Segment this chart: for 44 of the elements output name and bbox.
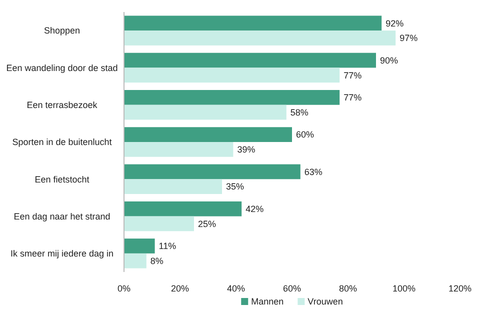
y-tick-label: Een wandeling door de stad xyxy=(6,62,118,73)
bar xyxy=(124,201,242,216)
bar xyxy=(124,68,340,83)
data-label: 42% xyxy=(246,204,264,214)
data-label: 92% xyxy=(386,18,404,28)
y-tick-label: Sporten in de buitenlucht xyxy=(12,137,112,148)
y-tick-label: Een fietstocht xyxy=(34,174,90,184)
data-label: 97% xyxy=(400,33,418,44)
y-tick-label: Shoppen xyxy=(44,26,80,36)
data-label: 25% xyxy=(198,218,216,229)
x-tick-label: 20% xyxy=(170,283,190,294)
y-tick-label: Een dag naar het strand xyxy=(14,211,110,222)
x-tick-label: 40% xyxy=(226,283,246,294)
data-label: 90% xyxy=(380,55,398,66)
legend-label: Vrouwen xyxy=(308,296,343,307)
bar xyxy=(124,164,300,180)
bar xyxy=(124,179,222,194)
x-tick-label: 80% xyxy=(338,283,358,294)
data-label: 60% xyxy=(296,130,314,140)
x-tick-label: 100% xyxy=(392,283,416,294)
bar xyxy=(124,216,194,232)
data-label: 11% xyxy=(158,241,176,252)
data-label: 8% xyxy=(150,256,164,266)
bar xyxy=(124,104,286,120)
bar xyxy=(124,30,396,46)
bar xyxy=(124,52,376,68)
bar xyxy=(124,142,234,157)
data-label: 77% xyxy=(344,70,362,80)
x-tick-label: 0% xyxy=(117,283,131,294)
bar xyxy=(124,16,382,31)
x-tick-label: 120% xyxy=(448,283,472,294)
data-label: 39% xyxy=(237,144,256,155)
legend-label: Mannen xyxy=(251,296,284,307)
bar xyxy=(124,253,146,268)
bar xyxy=(124,127,292,142)
y-tick-label: Ik smeer mij iedere dag in xyxy=(10,248,114,259)
data-label: 35% xyxy=(226,182,244,192)
y-tick-label: Een terrasbezoek xyxy=(26,100,98,110)
bar xyxy=(124,90,340,105)
bar xyxy=(124,238,155,254)
data-label: 58% xyxy=(290,107,308,118)
data-label: 63% xyxy=(304,166,322,177)
x-tick-label: 60% xyxy=(282,283,302,294)
data-label: 77% xyxy=(344,92,362,103)
